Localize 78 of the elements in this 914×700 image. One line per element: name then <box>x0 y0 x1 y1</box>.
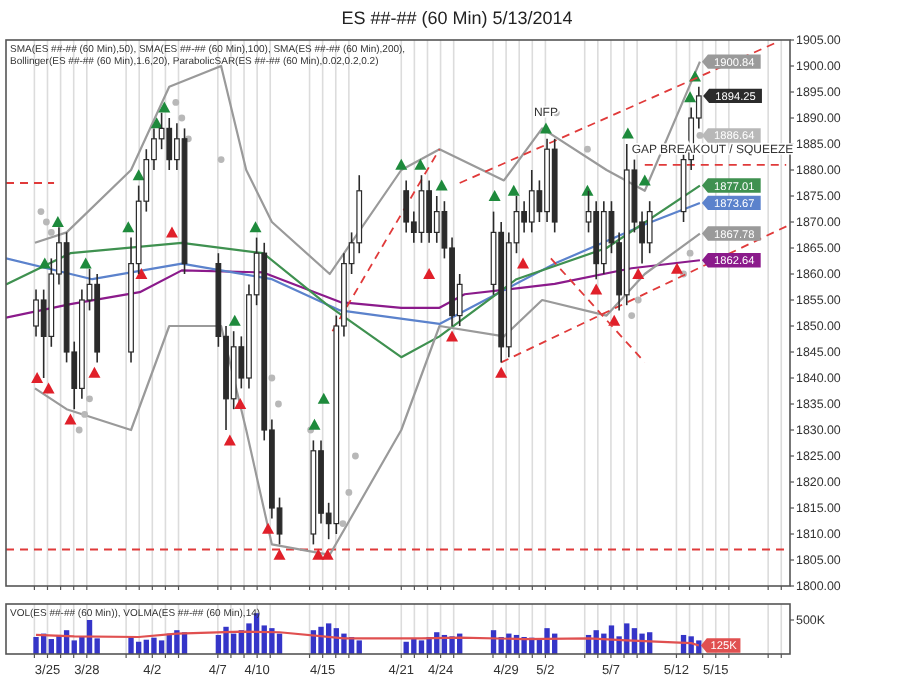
point <box>684 91 697 103</box>
point <box>31 372 44 383</box>
point <box>47 229 55 236</box>
point <box>64 413 77 425</box>
bar <box>151 637 157 654</box>
point <box>37 208 45 215</box>
point <box>51 216 64 227</box>
point <box>249 221 262 233</box>
point <box>628 312 636 319</box>
point <box>632 268 645 279</box>
point <box>339 520 347 527</box>
point <box>268 374 276 382</box>
point <box>158 101 171 113</box>
point <box>517 257 530 269</box>
point <box>395 158 408 170</box>
point <box>79 257 92 269</box>
candlestick <box>403 179 410 234</box>
bar <box>544 628 550 654</box>
point <box>262 522 275 534</box>
point <box>223 434 236 446</box>
point <box>670 262 683 274</box>
bar <box>506 633 512 654</box>
bar <box>639 633 645 654</box>
point <box>228 314 241 326</box>
point <box>423 268 436 279</box>
point <box>634 296 642 304</box>
point <box>584 145 591 153</box>
point <box>75 426 83 434</box>
bar <box>601 633 607 654</box>
point <box>42 382 55 394</box>
point <box>446 330 459 342</box>
bar <box>128 636 134 654</box>
point <box>581 184 594 196</box>
point <box>621 127 634 139</box>
point <box>495 366 508 378</box>
point <box>488 190 501 201</box>
point <box>345 489 353 496</box>
point <box>435 179 448 191</box>
bar <box>33 636 39 654</box>
point <box>275 400 282 408</box>
point <box>88 366 101 378</box>
candlestick <box>166 117 173 171</box>
point <box>312 548 325 560</box>
candlestick <box>433 195 440 244</box>
point <box>217 156 225 163</box>
bar <box>411 639 417 654</box>
point <box>414 158 427 170</box>
candlestick <box>33 288 39 338</box>
point <box>86 395 93 403</box>
point <box>590 283 603 295</box>
point <box>539 122 552 134</box>
point <box>696 132 704 139</box>
candlestick <box>646 200 653 254</box>
point <box>308 418 321 430</box>
point <box>135 268 148 279</box>
candlestick <box>426 179 433 244</box>
point <box>321 548 334 560</box>
point <box>178 114 186 122</box>
point <box>638 174 651 186</box>
point <box>43 218 50 226</box>
point <box>172 99 180 106</box>
point <box>352 452 359 460</box>
bar <box>269 628 275 654</box>
point <box>234 398 247 409</box>
point <box>165 226 178 238</box>
point <box>273 548 286 560</box>
point <box>507 184 520 196</box>
bar <box>341 633 347 654</box>
point <box>132 169 145 181</box>
point <box>686 249 694 257</box>
chart-title: ES ##-## (60 Min) 5/13/2014 <box>341 8 573 28</box>
point <box>81 411 89 418</box>
point <box>38 257 51 269</box>
point <box>150 117 163 129</box>
bar <box>223 626 229 654</box>
candlestick <box>528 169 535 234</box>
point <box>122 221 135 233</box>
point <box>317 392 330 404</box>
